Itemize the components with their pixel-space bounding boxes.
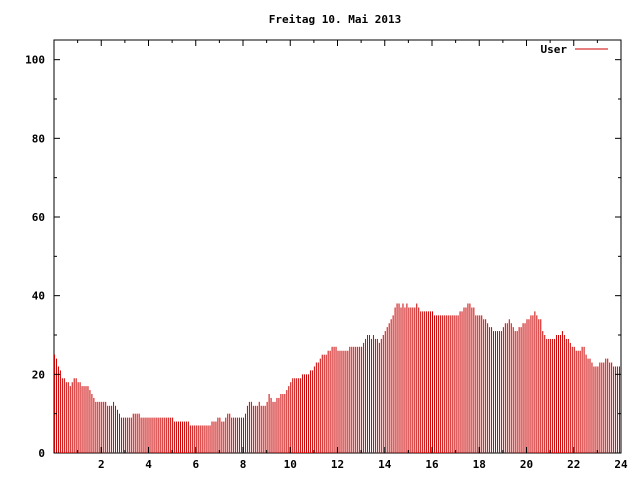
y-tick-label: 60 — [32, 211, 45, 224]
x-tick-label: 10 — [284, 458, 297, 471]
y-tick-label: 20 — [32, 368, 45, 381]
x-tick-label: 16 — [425, 458, 439, 471]
legend-label-user: User — [541, 43, 568, 56]
x-tick-label: 2 — [98, 458, 105, 471]
x-tick-label: 24 — [614, 458, 628, 471]
y-tick-label: 80 — [32, 132, 45, 145]
x-tick-label: 6 — [192, 458, 199, 471]
x-tick-label: 20 — [520, 458, 533, 471]
y-tick-label: 100 — [25, 54, 45, 67]
x-tick-label: 22 — [567, 458, 580, 471]
x-tick-label: 4 — [145, 458, 152, 471]
y-tick-label: 40 — [32, 290, 45, 303]
x-tick-label: 14 — [378, 458, 392, 471]
x-tick-label: 12 — [331, 458, 344, 471]
chart-title: Freitag 10. Mai 2013 — [269, 13, 401, 26]
legend: User — [541, 43, 608, 56]
bars-group — [54, 303, 621, 453]
x-tick-label: 18 — [473, 458, 486, 471]
y-tick-label: 0 — [38, 447, 45, 460]
x-tick-label: 8 — [240, 458, 247, 471]
